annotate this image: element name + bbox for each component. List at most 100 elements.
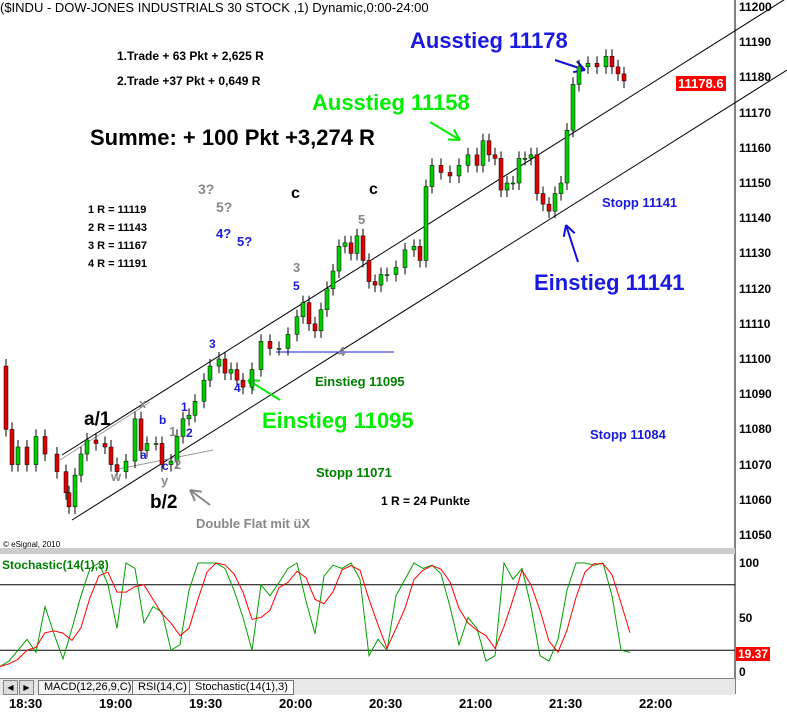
price-tick-label: 11130: [739, 246, 772, 261]
candle-body: [174, 436, 180, 462]
candle-body: [402, 249, 408, 268]
stochastic-label: Stochastic(14(1),3): [2, 558, 109, 572]
channel-lower-line: [71, 69, 787, 521]
price-tick-label: 11140: [739, 211, 772, 226]
candle-body: [3, 365, 9, 430]
candle-body: [429, 165, 435, 187]
candle-body: [24, 446, 30, 465]
einstieg2-arrow: [565, 224, 579, 263]
candle-body: [486, 140, 492, 156]
candle-body: [447, 172, 453, 177]
candle-body: [384, 274, 390, 276]
price-tick-label: 11180: [739, 70, 772, 85]
stopp3-text: Stopp 11141: [602, 195, 678, 210]
wave-b: b: [159, 413, 167, 427]
ausstieg1-text: Ausstieg 11158: [312, 90, 470, 115]
wave-a: a: [140, 448, 147, 462]
stoch-d-line: [0, 562, 631, 668]
candle-body: [585, 63, 591, 68]
candle-body: [93, 439, 99, 444]
wave-b2: b/2: [150, 492, 178, 513]
wave-blue-2: 2: [186, 426, 193, 440]
scroll-left-button[interactable]: ◀: [3, 680, 18, 695]
wave-a1: a/1: [84, 409, 111, 430]
price-tick-label: 11190: [739, 35, 772, 50]
panel-divider: [0, 548, 735, 554]
wave-c2: c: [369, 181, 378, 198]
candle-body: [63, 471, 69, 494]
einstieg1-text: Einstieg 11095: [262, 408, 414, 433]
candle-body: [222, 358, 228, 374]
candle-body: [132, 418, 138, 462]
time-tick-label: 19:30: [189, 696, 223, 711]
candle-body: [609, 56, 615, 68]
r1-text: 1 R = 11119: [88, 204, 147, 216]
candle-body: [66, 492, 72, 508]
price-tick-label: 11160: [739, 140, 772, 155]
candle-body: [168, 460, 174, 465]
candle-body: [372, 281, 378, 286]
candle-body: [159, 443, 165, 465]
candle-body: [492, 154, 498, 159]
candle-body: [276, 348, 282, 350]
stoch-tick-label: 50: [739, 610, 753, 625]
price-tick-label: 11100: [739, 352, 772, 366]
candle-body: [603, 56, 609, 68]
indicator-tab-bar: ◀ ▶ MACD(12,26,9,C) RSI(14,C) Stochastic…: [0, 678, 735, 695]
candle-body: [564, 129, 570, 184]
price-tick-label: 11120: [739, 281, 772, 296]
price-tick-label: 11090: [739, 387, 772, 402]
candle-body: [576, 66, 582, 85]
wave-x: x: [139, 396, 147, 411]
candle-body: [456, 165, 462, 177]
candle-body: [240, 379, 246, 388]
tab-rsi[interactable]: RSI(14,C): [132, 680, 193, 695]
time-tick-label: 21:30: [549, 696, 583, 711]
candle-body: [348, 242, 354, 254]
tab-stochastic[interactable]: Stochastic(14(1),3): [189, 680, 294, 695]
stochastic-value-badge: 19.37: [736, 647, 771, 661]
wave-gray-3: 3: [293, 260, 301, 275]
candle-body: [84, 439, 90, 455]
tab-macd[interactable]: MACD(12,26,9,C): [38, 680, 138, 695]
wave-5q-blue: 5?: [237, 234, 253, 249]
candle-body: [234, 369, 240, 381]
candle-body: [180, 418, 186, 437]
last-price-badge: 11178.6: [676, 76, 726, 91]
candle-body: [42, 436, 48, 455]
candle-body: [138, 418, 144, 451]
candle-body: [594, 63, 600, 68]
stopp2-text: Stopp 11084: [590, 427, 666, 442]
candle-body: [516, 158, 522, 184]
stopp1-text: Stopp 11071: [316, 465, 392, 480]
candle-body: [192, 400, 198, 416]
candle-body: [558, 182, 564, 194]
wave-5q: 5?: [216, 199, 233, 215]
candle-body: [15, 446, 21, 465]
candle-body: [360, 235, 366, 261]
candle-body: [615, 66, 621, 75]
wave-w: w: [111, 469, 122, 484]
einstieg2-text: Einstieg 11141: [534, 270, 685, 295]
candle-body: [186, 415, 192, 420]
candle-body: [528, 154, 534, 159]
candle-body: [306, 302, 312, 325]
price-tick-label: 11070: [739, 457, 772, 472]
candle-body: [33, 436, 39, 465]
r3-text: 3 R = 11167: [88, 240, 148, 252]
wave-4q: 4?: [216, 226, 232, 241]
candle-body: [78, 453, 84, 476]
candle-body: [465, 154, 471, 166]
candle-body: [336, 246, 342, 272]
r2-text: 2 R = 11143: [88, 222, 148, 234]
candle-body: [102, 443, 108, 448]
candle-body: [366, 260, 372, 282]
scroll-right-button[interactable]: ▶: [19, 680, 34, 695]
einstieg2-arrow-head: [562, 224, 567, 237]
candle-body: [9, 429, 15, 465]
flat-upper-line: [59, 401, 151, 461]
einstieg1-small-text: Einstieg 11095: [315, 374, 405, 389]
wave-3q: 3?: [198, 181, 215, 197]
ausstieg2-arrow-head: [576, 60, 586, 71]
double-flat-arrow: [189, 489, 211, 506]
